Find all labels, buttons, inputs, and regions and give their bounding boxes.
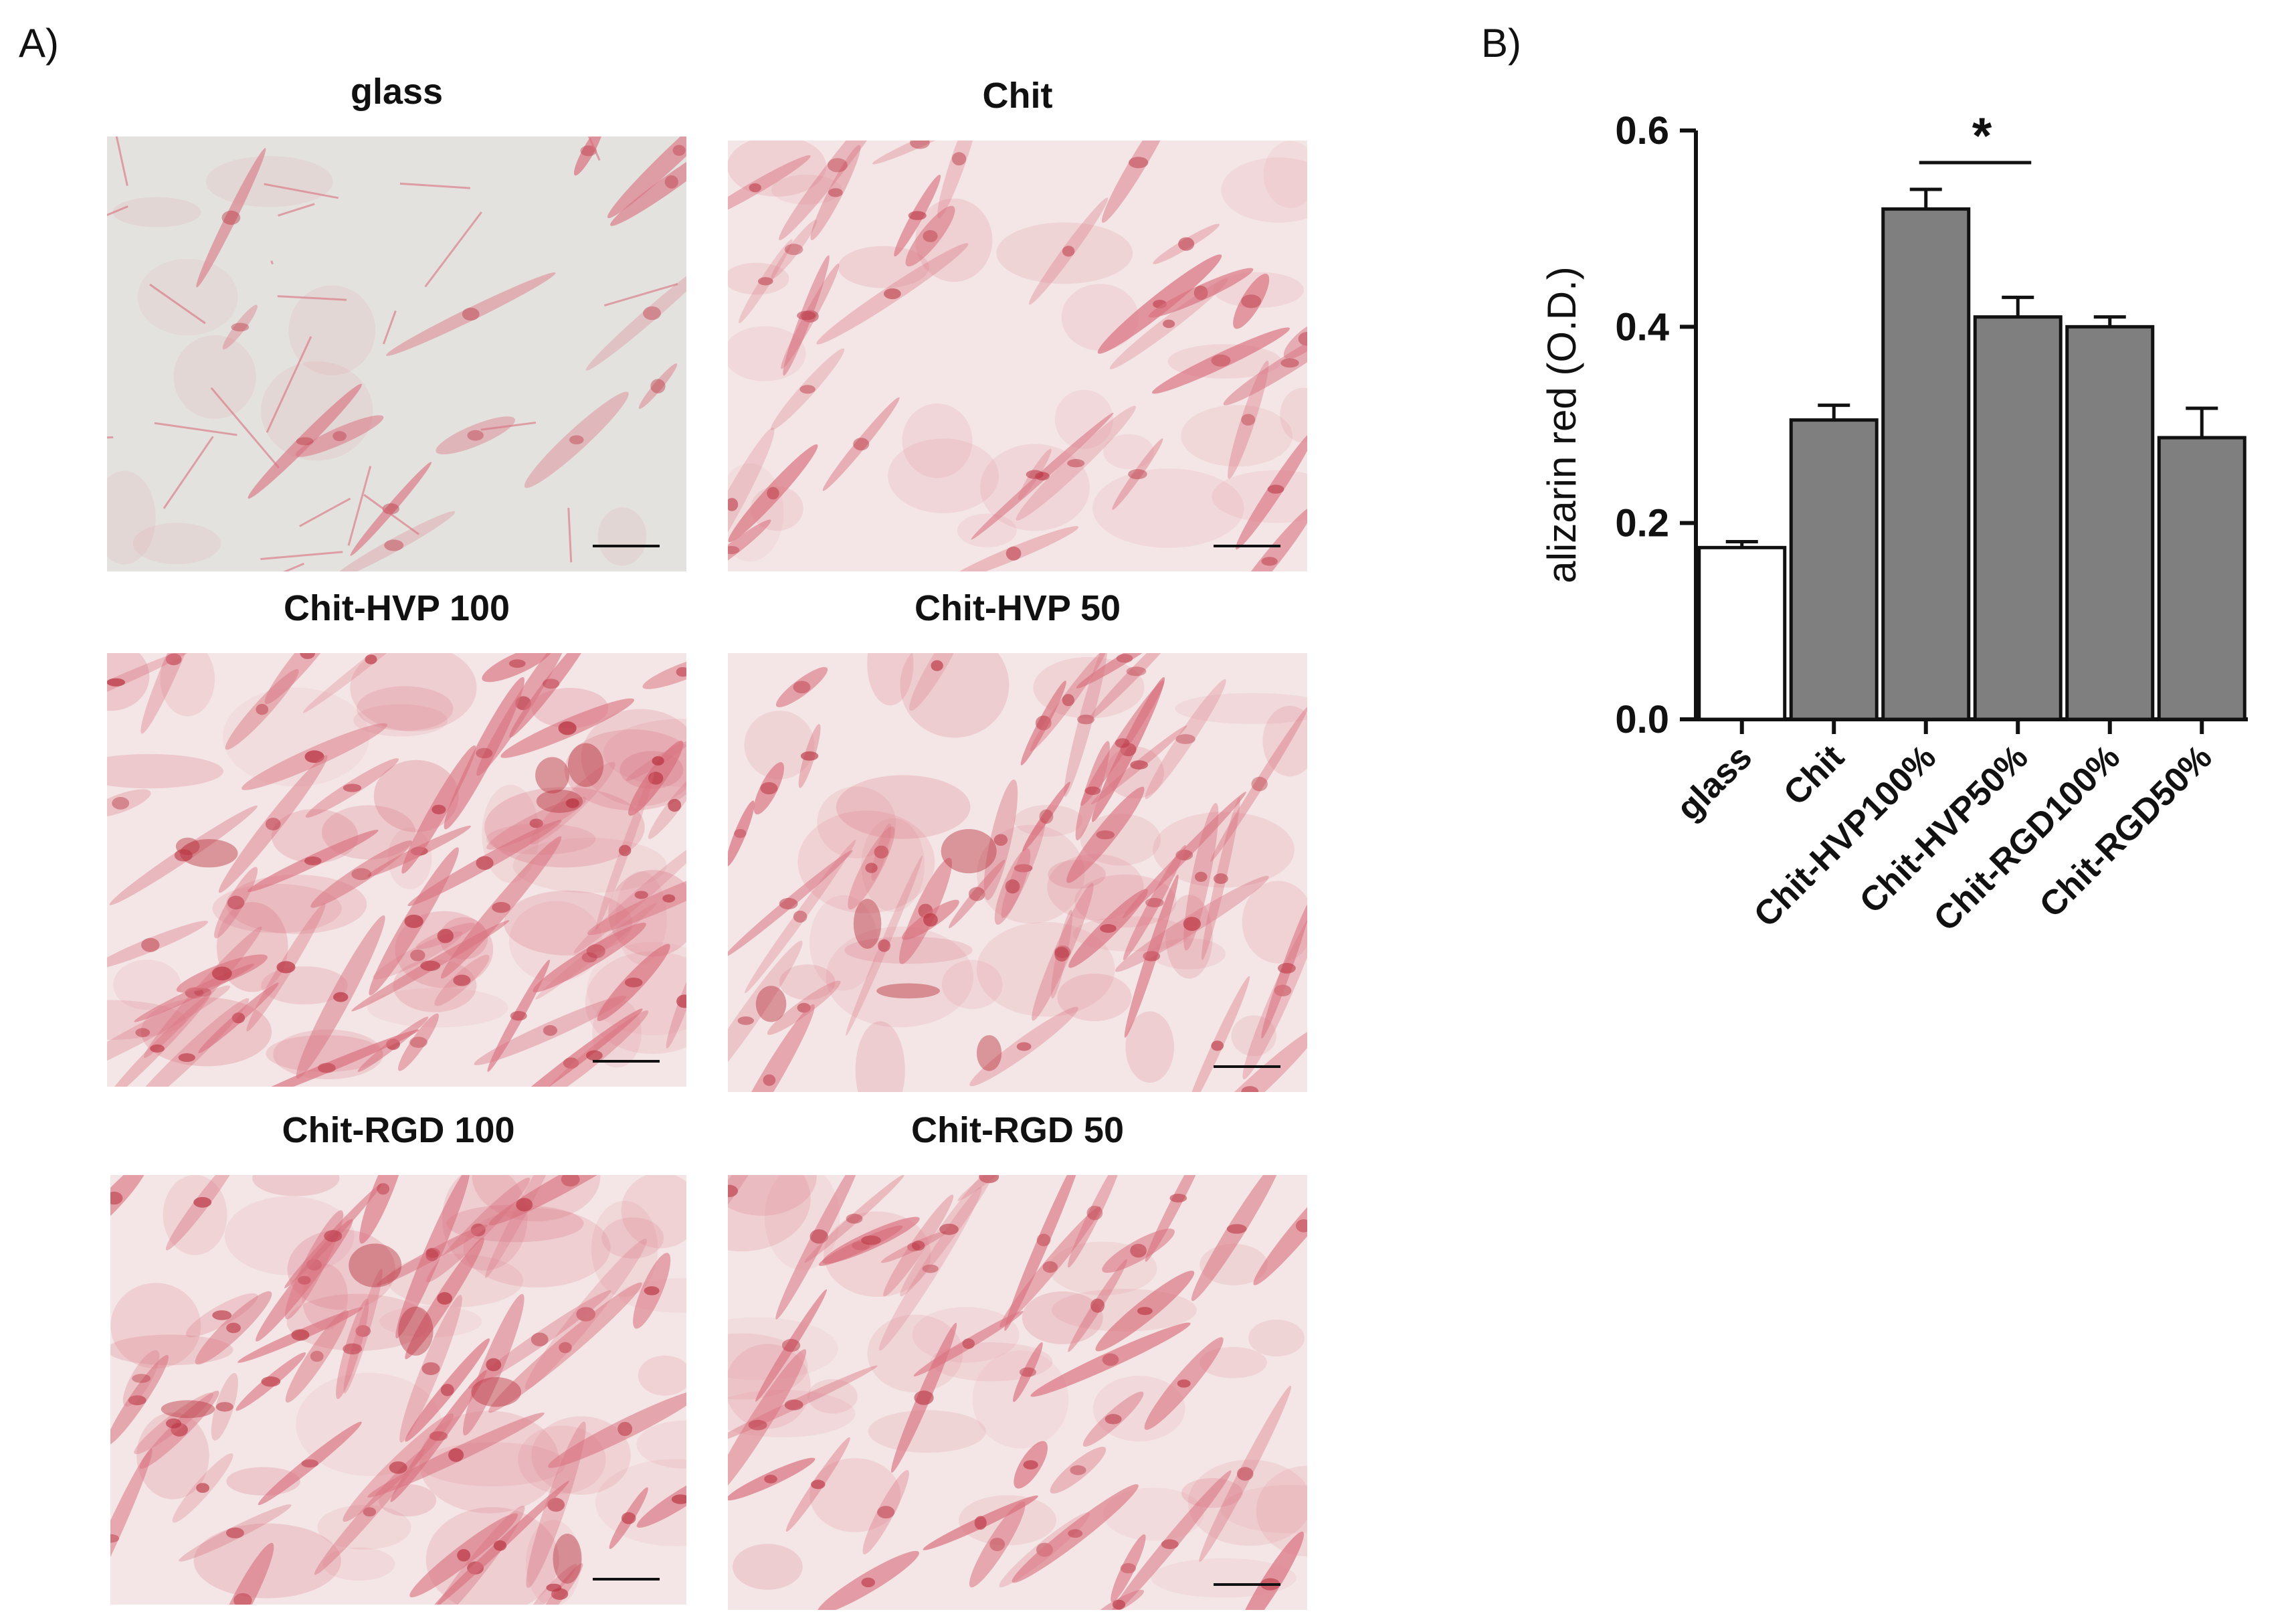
x-tick-label: Chit bbox=[1776, 737, 1851, 812]
micrograph-caption: Chit-HVP 50 bbox=[914, 588, 1121, 628]
bar bbox=[1789, 418, 1879, 721]
micrograph-caption: Chit-HVP 100 bbox=[283, 588, 510, 628]
y-tick-label: 0.0 bbox=[1615, 698, 1669, 741]
bar bbox=[1973, 315, 2063, 721]
y-tick-label: 0.4 bbox=[1615, 305, 1669, 349]
bar-chart: 0.0 0.2 0.4 0.6 alizarin red (O.D.) glass Chit… bbox=[1539, 108, 2248, 939]
panel-label-b: B) bbox=[1481, 21, 1521, 66]
micrograph-caption: glass bbox=[350, 72, 444, 112]
micrograph-texture bbox=[110, 1175, 686, 1605]
y-axis-label: alizarin red (O.D.) bbox=[1539, 266, 1584, 583]
micrograph-chit: Chit bbox=[728, 76, 1307, 571]
micrograph-texture bbox=[107, 137, 686, 571]
micrograph-image bbox=[728, 653, 1307, 1092]
micrograph-image bbox=[107, 653, 686, 1087]
micrograph-image bbox=[728, 1175, 1307, 1610]
micrograph-image bbox=[107, 137, 686, 571]
micrograph-chit-hvp-100: Chit-HVP 100 bbox=[107, 588, 686, 1087]
y-tick-label: 0.2 bbox=[1615, 502, 1669, 545]
micrograph-texture bbox=[728, 141, 1307, 571]
micrograph-glass: glass bbox=[107, 72, 686, 571]
micrograph-caption: Chit-RGD 100 bbox=[282, 1110, 515, 1150]
significance-star: * bbox=[1972, 108, 1992, 165]
x-tick-label: glass bbox=[1669, 737, 1759, 828]
micrograph-chit-rgd-50: Chit-RGD 50 bbox=[728, 1110, 1307, 1610]
micrograph-chit-rgd-100: Chit-RGD 100 bbox=[110, 1110, 686, 1605]
micrograph-image bbox=[110, 1175, 686, 1605]
micrograph-texture bbox=[728, 1175, 1307, 1610]
bar bbox=[1881, 207, 1971, 721]
y-tick-label: 0.6 bbox=[1615, 109, 1669, 153]
micrograph-texture bbox=[107, 653, 686, 1087]
micrograph-chit-hvp-50: Chit-HVP 50 bbox=[728, 588, 1307, 1092]
micrograph-caption: Chit bbox=[982, 76, 1053, 116]
bar bbox=[1697, 545, 1787, 721]
micrograph-image bbox=[728, 141, 1307, 571]
bar bbox=[2065, 325, 2155, 721]
bar bbox=[2157, 436, 2246, 721]
panel-label-a: A) bbox=[19, 21, 59, 66]
micrograph-texture bbox=[728, 653, 1307, 1092]
micrograph-caption: Chit-RGD 50 bbox=[911, 1110, 1124, 1150]
